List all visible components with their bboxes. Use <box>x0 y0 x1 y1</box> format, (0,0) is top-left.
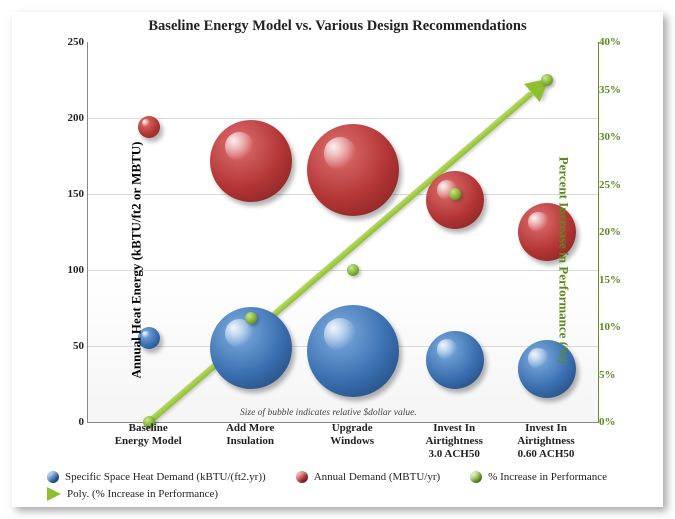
y-left-tick: 0 <box>50 416 84 428</box>
bubble-blue <box>307 305 399 397</box>
legend: Specific Space Heat Demand (kBTU/(ft2.yr… <box>47 471 643 501</box>
perf-point <box>347 264 359 276</box>
y-right-tick: 0% <box>599 416 633 428</box>
perf-point <box>541 74 553 86</box>
y-right-tick: 35% <box>599 84 633 96</box>
y-right-tick: 25% <box>599 179 633 191</box>
y-left-tick: 100 <box>50 264 84 276</box>
bubble-chart: Baseline Energy Model vs. Various Design… <box>12 12 663 507</box>
y-left-tick: 200 <box>50 112 84 124</box>
plot-area <box>87 42 599 423</box>
circle-icon <box>296 471 308 483</box>
y-left-tick: 50 <box>50 340 84 352</box>
y-left-tick: 150 <box>50 188 84 200</box>
arrow-icon <box>47 487 61 501</box>
y-right-tick: 5% <box>599 369 633 381</box>
legend-label: % Increase in Performance <box>488 471 607 483</box>
y-axis-left-label: Annual Heat Energy (kBTU/ft2 or MBTU) <box>129 141 145 378</box>
legend-item-red: Annual Demand (MBTU/yr) <box>296 471 440 483</box>
y-right-tick: 10% <box>599 321 633 333</box>
legend-label: Poly. (% Increase in Performance) <box>67 488 218 500</box>
gridline <box>88 118 598 119</box>
bubble-red <box>307 124 399 216</box>
chart-title: Baseline Energy Model vs. Various Design… <box>12 18 663 35</box>
legend-label: Annual Demand (MBTU/yr) <box>314 471 440 483</box>
perf-point <box>449 188 461 200</box>
legend-item-green: % Increase in Performance <box>470 471 607 483</box>
y-left-tick: 250 <box>50 36 84 48</box>
circle-icon <box>470 471 482 483</box>
bubble-red <box>426 171 484 229</box>
bubble-red <box>138 116 160 138</box>
legend-label: Specific Space Heat Demand (kBTU/(ft2.yr… <box>65 471 266 483</box>
footnote: Size of bubble indicates relative $dolla… <box>240 408 417 418</box>
legend-item-blue: Specific Space Heat Demand (kBTU/(ft2.yr… <box>47 471 266 483</box>
y-axis-right-label: Percent Increase in Performance (%) <box>556 156 572 363</box>
x-tick-label: Add MoreInsulation <box>203 422 298 448</box>
x-tick-label: BaselineEnergy Model <box>101 422 196 448</box>
y-right-tick: 40% <box>599 36 633 48</box>
y-right-tick: 30% <box>599 131 633 143</box>
x-tick-label: Invest InAirtightness0.60 ACH50 <box>499 422 594 462</box>
y-right-tick: 20% <box>599 226 633 238</box>
bubble-red <box>210 120 292 202</box>
bubble-blue <box>426 331 484 389</box>
circle-icon <box>47 471 59 483</box>
gridline <box>88 270 598 271</box>
x-tick-label: UpgradeWindows <box>305 422 400 448</box>
legend-item-trend: Poly. (% Increase in Performance) <box>47 487 218 501</box>
x-tick-label: Invest InAirtightness3.0 ACH50 <box>407 422 502 462</box>
y-right-tick: 15% <box>599 274 633 286</box>
perf-point <box>245 312 257 324</box>
